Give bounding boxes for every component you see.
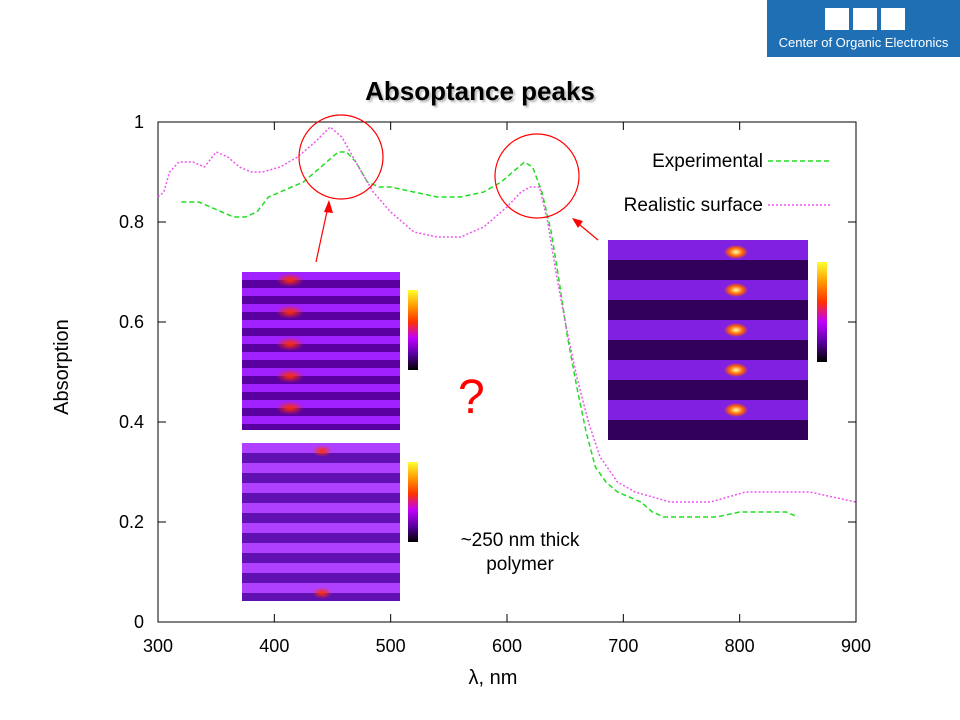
legend-label-realistic: Realistic surface [624,195,763,216]
peak-circle-right [494,133,580,219]
axis-ticks: 300 400 500 600 700 800 900 0 0.2 0.4 0.6 0.8 1 [119,112,871,656]
x-tick-label-2: 500 [376,636,406,656]
colorbar-bottom-left [408,462,418,542]
absorption-map-inset-bottom-left [242,443,400,601]
thickness-note-line1: ~250 nm thick [460,530,580,551]
x-axis-label: λ, nm [469,667,518,689]
thickness-note: ~250 nm thick polymer [430,529,610,577]
y-tick-label-2: 0.4 [119,412,144,432]
series-layer [157,125,857,518]
x-tick-label-5: 800 [725,636,755,656]
thickness-note-line2: polymer [486,554,554,575]
x-tick-label-4: 700 [608,636,638,656]
colorbar-right [817,262,827,362]
x-tick-label-0: 300 [143,636,173,656]
coe-logo-mark [825,8,905,30]
coe-logo: Center of Organic Electronics [767,0,960,57]
question-mark: ? [458,371,485,424]
pointer-arrowhead-left [324,200,333,213]
colorbar-top-left [408,290,418,370]
y-tick-label-0: 0 [134,612,144,632]
x-tick-label-3: 600 [492,636,522,656]
series-line-realistic-surface [157,125,857,503]
slide-title: Absoptance peaks [365,76,595,106]
y-tick-label-4: 0.8 [119,212,144,232]
y-tick-label-3: 0.6 [119,312,144,332]
y-tick-label-1: 0.2 [119,512,144,532]
pointer-arrowhead-right [572,218,583,228]
absorption-map-inset-top-left [242,272,400,430]
series-line-experimental [181,151,799,518]
y-axis-label: Absorption [51,319,73,415]
logo-subtitle: Center of Organic Electronics [778,35,949,50]
x-tick-label-1: 400 [259,636,289,656]
legend-label-experimental: Experimental [652,151,763,172]
absorption-map-inset-right [608,240,808,440]
y-tick-label-5: 1 [134,112,144,132]
x-tick-label-6: 900 [841,636,871,656]
peak-circle-left [298,114,384,200]
